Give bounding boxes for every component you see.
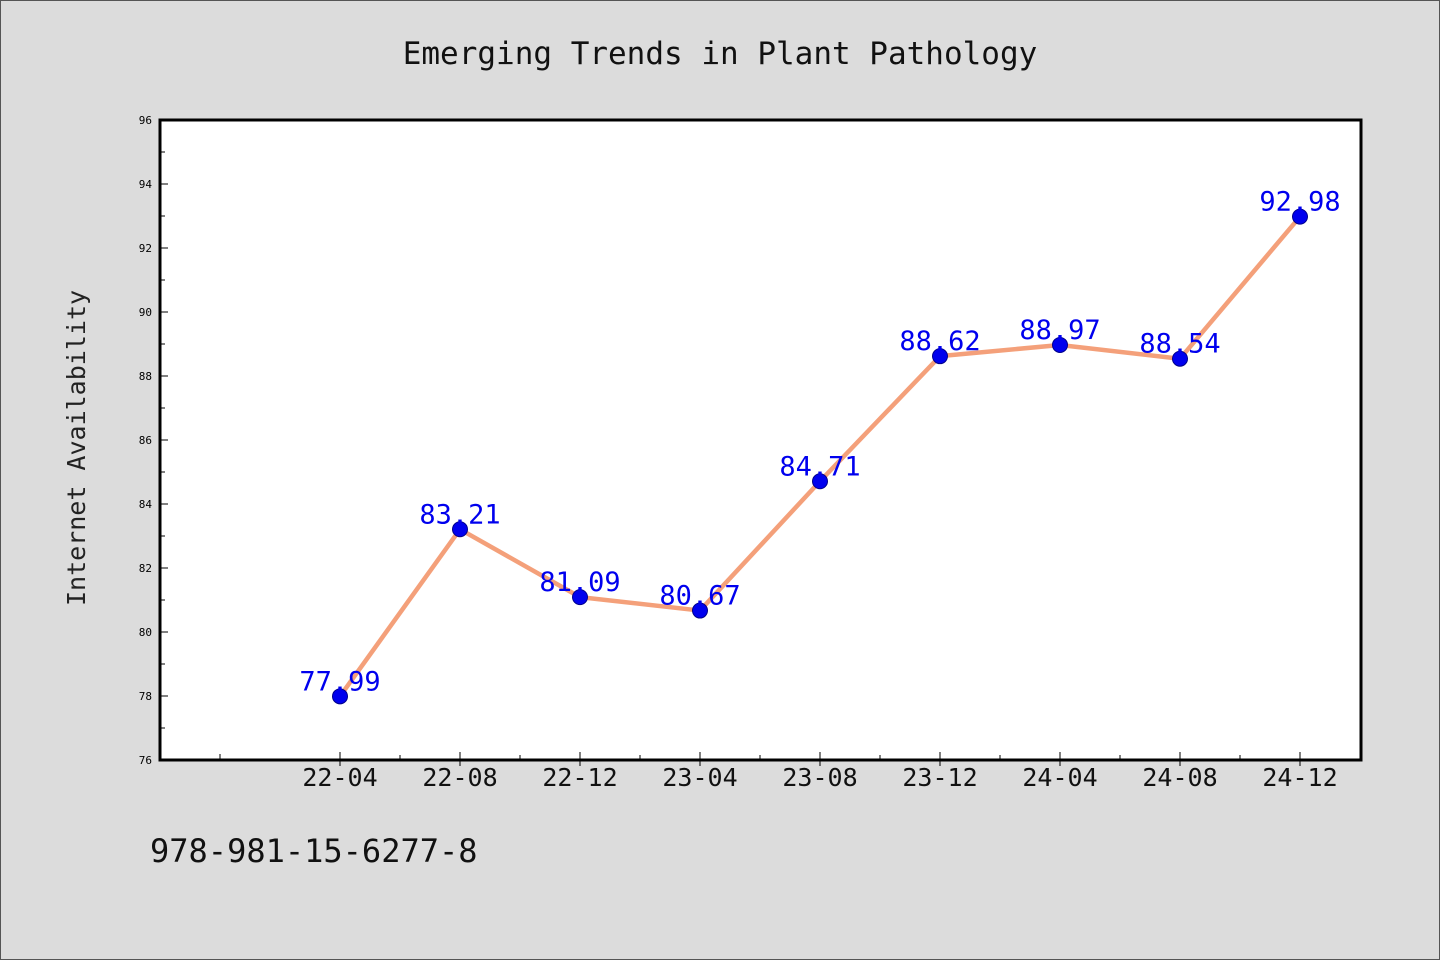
y-tick-label: 80: [139, 626, 152, 639]
series-layer: 77.99 83.21 81.09 80.67 84.71 88.62 88.97 88.54…: [299, 187, 1341, 705]
y-tick-label: 96: [139, 114, 152, 127]
data-point: [932, 348, 948, 365]
data-point: [452, 521, 468, 538]
footer-isbn: 978-981-15-6277-8: [150, 832, 478, 870]
y-tick-label: 94: [139, 178, 153, 191]
plot-area: [160, 120, 1361, 760]
y-tick-label: 88: [139, 370, 152, 383]
x-tick-label: 23-04: [662, 763, 737, 792]
x-tick-label: 22-04: [302, 763, 377, 792]
y-axis-label: Internet Availability: [62, 290, 91, 606]
y-tick-label: 84: [139, 498, 153, 511]
x-tick-label: 23-12: [902, 763, 977, 792]
data-label: 92.98: [1259, 187, 1340, 218]
data-label: 84.71: [779, 451, 860, 482]
x-axis: 22-04 22-08 22-12 23-04 23-08 23-12 24-04 24-08…: [219, 752, 1338, 792]
data-point: [1292, 208, 1308, 225]
y-tick-label: 90: [139, 306, 152, 319]
data-label: 81.09: [539, 567, 620, 598]
data-label: 77.99: [299, 666, 380, 697]
x-tick-label: 22-12: [542, 763, 617, 792]
data-point: [332, 688, 348, 705]
x-tick-label: 22-08: [422, 763, 497, 792]
y-tick-label: 76: [139, 754, 152, 767]
data-label: 83.21: [419, 499, 500, 530]
data-point: [1172, 350, 1188, 367]
x-tick-label: 23-08: [782, 763, 857, 792]
y-tick-label: 92: [139, 242, 152, 255]
data-point: [572, 589, 588, 606]
x-tick-label: 24-08: [1142, 763, 1217, 792]
x-tick-label: 24-04: [1022, 763, 1097, 792]
chart-title: Emerging Trends in Plant Pathology: [403, 36, 1038, 72]
plot-border: [158, 118, 1363, 762]
data-label: 80.67: [659, 581, 740, 612]
data-point: [812, 473, 828, 490]
data-label: 88.62: [899, 326, 980, 357]
data-point: [1052, 336, 1068, 353]
data-label: 88.54: [1139, 329, 1220, 360]
x-tick-label: 24-12: [1262, 763, 1337, 792]
data-label: 88.97: [1019, 315, 1100, 346]
y-tick-label: 82: [139, 562, 152, 575]
data-point: [692, 602, 708, 619]
y-tick-label: 86: [139, 434, 152, 447]
y-tick-label: 78: [139, 690, 152, 703]
